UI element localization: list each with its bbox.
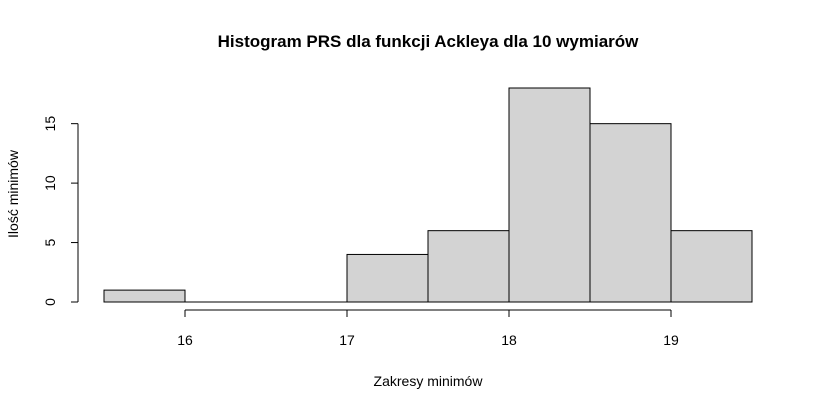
histogram-bar: [103, 289, 186, 303]
y-tick-label: 0: [42, 298, 58, 306]
x-tick-label: 18: [501, 332, 517, 348]
x-tick-label: 19: [663, 332, 679, 348]
y-tick-label: 10: [42, 175, 58, 191]
histogram-bar: [670, 230, 753, 303]
x-axis: 16 17 18 19: [177, 309, 679, 348]
histogram-bar: [589, 123, 672, 303]
chart-title: Histogram PRS dla funkcji Ackleya dla 10…: [218, 32, 640, 51]
x-axis-label: Zakresy minimów: [374, 373, 484, 389]
y-tick-label: 15: [42, 116, 58, 132]
histogram-bar: [508, 87, 591, 303]
bars-group: [103, 87, 753, 303]
x-tick-label: 16: [177, 332, 193, 348]
histogram-bar: [427, 230, 510, 303]
y-axis-label: Ilość minimów: [5, 149, 21, 238]
histogram-bar: [346, 253, 429, 303]
y-tick-label: 5: [42, 238, 58, 246]
x-tick-label: 17: [339, 332, 355, 348]
y-axis: 0 5 10 15: [42, 116, 79, 306]
